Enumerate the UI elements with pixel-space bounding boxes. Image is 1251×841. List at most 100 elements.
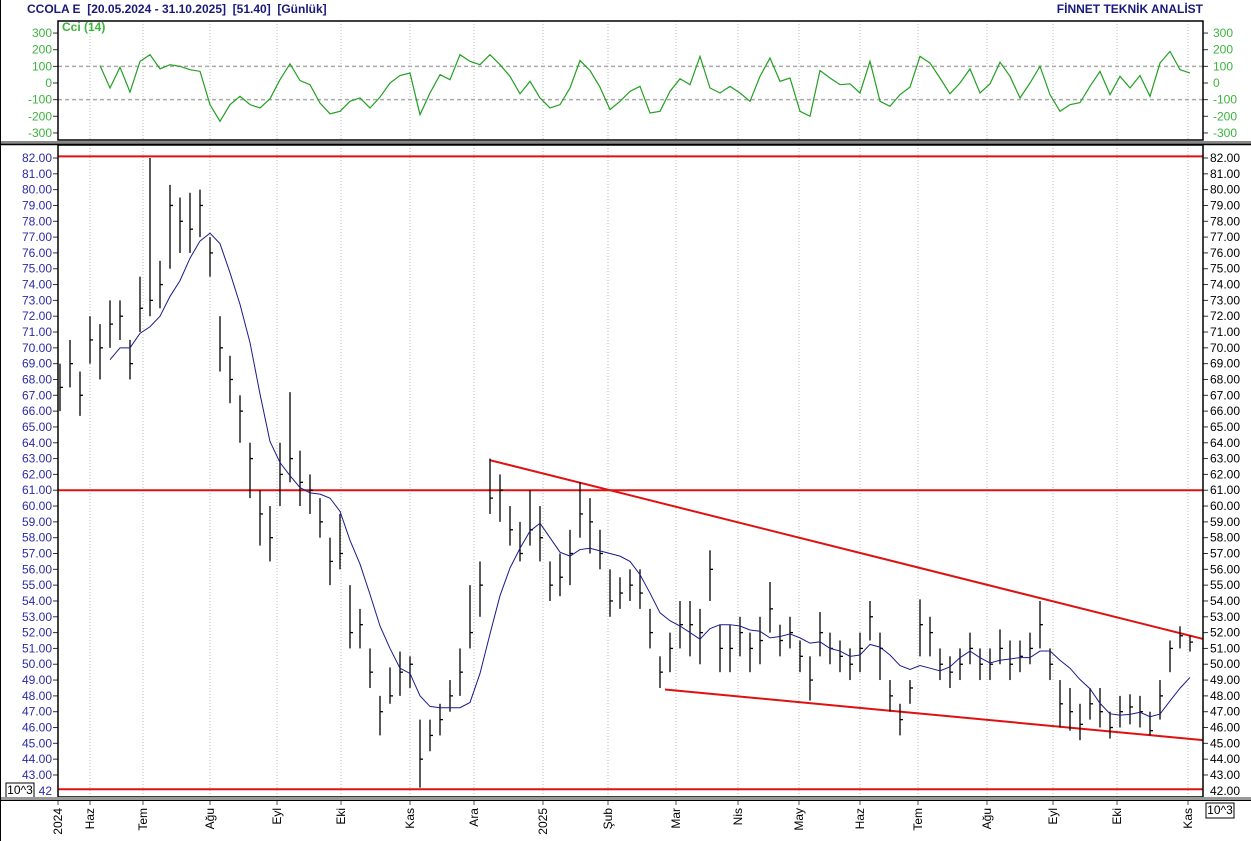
price-bar	[1069, 687, 1073, 731]
price-right-tick-label: 47.00	[1210, 705, 1240, 719]
price-bar	[759, 616, 763, 665]
price-right-tick-label: 66.00	[1210, 404, 1240, 418]
price-bar	[149, 158, 153, 317]
x-tick-label: Ağu	[203, 808, 217, 829]
price-left-tick-label: 79.00	[22, 198, 52, 212]
price-bar	[739, 616, 743, 657]
price-left-tick-label: 73.00	[22, 293, 52, 307]
price-bar	[219, 316, 223, 372]
panel-separator	[0, 141, 1251, 144]
x-tick-label: Ara	[467, 808, 481, 827]
price-left-tick-label: 66.00	[22, 404, 52, 418]
price-bar	[389, 667, 393, 704]
cci-left-tick-label: 200	[32, 43, 52, 57]
price-left-tick-label: 61.00	[22, 483, 52, 497]
price-bar	[419, 719, 423, 788]
price-bar	[689, 600, 693, 657]
price-bar	[799, 640, 803, 673]
price-bar	[849, 648, 853, 681]
price-bar	[139, 276, 143, 333]
price-bar	[289, 392, 293, 483]
price-bar	[909, 680, 913, 704]
price-left-tick-label: 43.00	[22, 768, 52, 782]
price-bar	[989, 648, 993, 681]
price-right-tick-label: 52.00	[1210, 626, 1240, 640]
price-right-tick-label: 70.00	[1210, 341, 1240, 355]
price-bar	[1149, 711, 1153, 736]
price-right-tick-label: 74.00	[1210, 278, 1240, 292]
price-bar	[659, 656, 663, 688]
price-bar	[379, 695, 383, 736]
price-left-tick-label: 78.00	[22, 214, 52, 228]
x-tick-label: Eki	[334, 808, 348, 825]
grid	[89, 21, 1189, 797]
price-left-tick-label: 59.00	[22, 515, 52, 529]
price-bar	[359, 608, 363, 649]
price-left-tick-label: 63.00	[22, 452, 52, 466]
price-bar	[519, 521, 523, 562]
x-tick-label: Nis	[731, 808, 745, 825]
price-bar	[1169, 640, 1173, 673]
x-tick-label: May	[792, 808, 806, 831]
price-bar	[69, 339, 73, 388]
price-panel	[58, 155, 1204, 791]
price-bar	[959, 648, 963, 681]
price-bar	[79, 371, 83, 416]
price-left-tick-label: 51.00	[22, 641, 52, 655]
x-tick-label: Eki	[1110, 808, 1124, 825]
price-left-tick-label: 54.00	[22, 594, 52, 608]
price-bar	[1189, 635, 1193, 652]
price-bar	[869, 600, 873, 641]
price-bar	[1079, 703, 1083, 741]
price-left-tick-label: 65.00	[22, 420, 52, 434]
price-left-tick-label: 76.00	[22, 246, 52, 260]
scale-badge	[1205, 802, 1235, 819]
price-bar	[1029, 632, 1033, 665]
x-tick-label: Kas	[403, 808, 417, 829]
price-bar	[469, 585, 473, 649]
price-right-tick-label: 58.00	[1210, 531, 1240, 545]
price-right-tick-label: 44.00	[1210, 752, 1240, 766]
price-bar	[1049, 648, 1053, 681]
price-bar	[179, 197, 183, 253]
cci-right-tick-label: 100	[1213, 59, 1233, 73]
price-left-tick-label: 67.00	[22, 388, 52, 402]
price-right-tick-label: 71.00	[1210, 325, 1240, 339]
cci-indicator-label: Cci (14)	[62, 20, 105, 34]
price-right-tick-label: 55.00	[1210, 578, 1240, 592]
price-bar	[129, 339, 133, 380]
cci-left-tick-label: 0	[45, 76, 52, 90]
x-tick-label: 2024	[51, 808, 65, 835]
price-right-tick-label: 60.00	[1210, 499, 1240, 513]
price-bar	[899, 703, 903, 736]
price-bar	[709, 550, 713, 601]
cci-right-tick-label: -300	[1213, 126, 1237, 140]
price-bar	[809, 656, 813, 701]
price-bar	[979, 648, 983, 681]
price-left-tick-label: 82.00	[22, 151, 52, 165]
price-bar	[269, 506, 273, 562]
price-bar	[89, 316, 93, 364]
price-left-tick-label: 74.00	[22, 278, 52, 292]
cci-left-tick-label: -100	[28, 93, 52, 107]
price-bar	[1129, 694, 1133, 725]
price-bar	[919, 599, 923, 657]
scale-badge-label: 10^3	[1207, 803, 1233, 817]
price-left-tick-label: 55.00	[22, 578, 52, 592]
price-right-tick-label: 48.00	[1210, 689, 1240, 703]
price-right-tick-label: 65.00	[1210, 420, 1240, 434]
cci-right-tick-label: 300	[1213, 26, 1233, 40]
price-left-tick-label: 70.00	[22, 341, 52, 355]
trendline-support	[664, 688, 1204, 742]
bottom-separator	[0, 797, 1251, 800]
price-bar	[549, 561, 553, 601]
price-bar	[699, 608, 703, 665]
price-right-tick-label: 73.00	[1210, 293, 1240, 307]
price-bar	[449, 680, 453, 712]
price-bar	[189, 192, 193, 253]
price-bar	[1019, 640, 1023, 673]
price-bar	[579, 482, 583, 538]
price-bar	[839, 640, 843, 673]
price-left-tick-label: 71.00	[22, 325, 52, 339]
